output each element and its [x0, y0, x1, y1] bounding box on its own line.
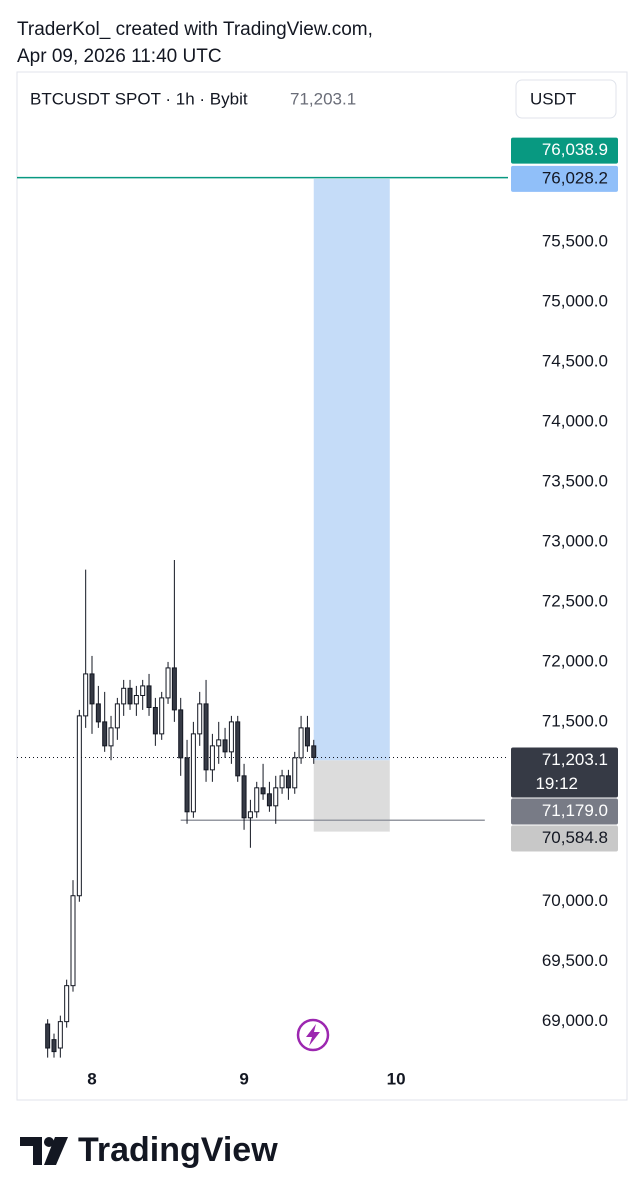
candle-body	[311, 745, 317, 758]
y-tick-label: 73,500.0	[542, 472, 608, 491]
candle-body	[298, 727, 304, 759]
candle-body	[171, 667, 177, 711]
brand: TradingView	[78, 1131, 278, 1169]
candle-body	[133, 694, 139, 705]
candle-body	[266, 793, 272, 807]
last-price-label: 71,203.1	[542, 750, 608, 769]
plot	[17, 176, 508, 1058]
candle-body	[114, 703, 120, 729]
y-tick-label: 75,000.0	[542, 292, 608, 311]
countdown: 19:12	[535, 774, 578, 793]
y-tick-label: 74,000.0	[542, 412, 608, 431]
candle-body	[304, 727, 310, 747]
candle-body	[127, 687, 133, 705]
candle-body	[273, 787, 279, 807]
candle-body	[228, 721, 234, 753]
candle-body	[121, 687, 127, 705]
candle-body	[279, 775, 285, 789]
currency-button[interactable]	[515, 79, 617, 119]
y-tick-label: 69,500.0	[542, 951, 608, 970]
stop-label-box	[511, 825, 618, 852]
x-tick-label: 10	[387, 1069, 406, 1088]
hline-label: 76,038.9	[542, 140, 608, 159]
candle-body	[165, 667, 171, 699]
candle-body	[190, 733, 196, 813]
y-tick-label: 71,500.0	[542, 711, 608, 730]
target-zone	[313, 178, 390, 761]
candle-body	[95, 703, 101, 723]
entry-label: 71,179.0	[542, 801, 608, 820]
candle-body	[140, 685, 146, 696]
candle-body	[159, 697, 165, 735]
candle-body	[102, 721, 108, 747]
stop-label: 70,584.8	[542, 828, 608, 847]
hline-label-box	[511, 137, 618, 164]
candle-body	[108, 727, 114, 747]
entry-label-box	[511, 798, 618, 825]
candle-body	[178, 709, 184, 759]
candle-body	[254, 787, 260, 813]
y-tick-label: 75,500.0	[542, 232, 608, 251]
credit: TraderKol_ created with TradingView.com,	[17, 19, 373, 40]
last-price-label-box	[511, 747, 618, 798]
candle-body	[45, 1023, 51, 1049]
y-tick-label: 72,500.0	[542, 591, 608, 610]
candle-body	[209, 745, 215, 771]
tradingview-logo	[20, 1137, 68, 1165]
candle-body	[241, 775, 247, 819]
candle-body	[285, 775, 291, 789]
y-tick-label: 72,000.0	[542, 651, 608, 670]
target-label-box	[511, 165, 618, 192]
y-tick-label: 74,500.0	[542, 352, 608, 371]
timestamp: Apr 09, 2026 11:40 UTC	[17, 46, 222, 67]
y-tick-label: 69,000.0	[542, 1011, 608, 1030]
symbol-title: BTCUSDT SPOT · 1h · Bybit	[30, 89, 248, 108]
candle-body	[51, 1039, 57, 1053]
candle-body	[292, 757, 298, 789]
candle-body	[76, 715, 82, 897]
x-tick-label: 8	[87, 1069, 96, 1088]
candle-body	[222, 739, 228, 753]
y-tick-label: 70,000.0	[542, 891, 608, 910]
candle-body	[57, 1021, 63, 1049]
candle-body	[146, 685, 152, 708]
y-tick-label: 73,000.0	[542, 532, 608, 551]
candle-body	[64, 985, 70, 1023]
candle-body	[197, 703, 203, 735]
candle-body	[260, 787, 266, 795]
candle-body	[70, 895, 76, 987]
target-label: 76,028.2	[542, 168, 608, 187]
currency: USDT	[530, 89, 576, 108]
x-tick-label: 9	[239, 1069, 248, 1088]
candle-body	[83, 673, 89, 717]
candle-body	[235, 721, 241, 777]
price-labels: 76,038.9 76,028.2 71,203.1 19:12 71,179.0 70,…	[511, 137, 618, 852]
header-price: 71,203.1	[290, 89, 356, 108]
candle-body	[89, 673, 95, 705]
candle-body	[216, 739, 222, 747]
candle-body	[184, 757, 190, 813]
lightning-icon[interactable]	[296, 1018, 330, 1052]
candle-body	[203, 703, 209, 771]
candle-body	[247, 811, 253, 819]
candle-body	[152, 706, 158, 735]
